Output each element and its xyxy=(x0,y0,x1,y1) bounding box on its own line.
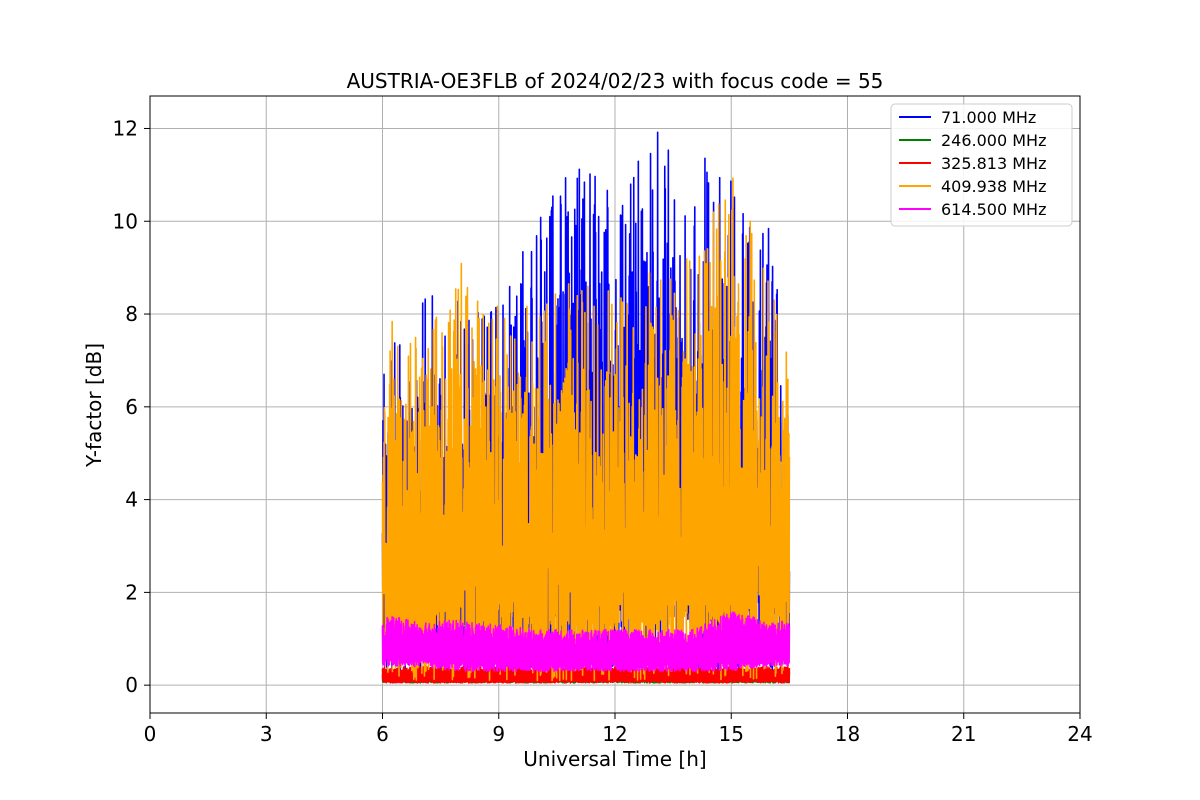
y-axis-label: Y-factor [dB] xyxy=(82,343,106,468)
y-tick-label: 2 xyxy=(125,580,138,604)
legend-entry: 325.813 MHz xyxy=(941,154,1046,173)
x-tick-label: 24 xyxy=(1067,722,1092,746)
x-tick-label: 18 xyxy=(835,722,860,746)
series-line xyxy=(381,611,791,673)
x-tick-label: 3 xyxy=(260,722,273,746)
x-tick-label: 12 xyxy=(602,722,627,746)
y-tick-label: 6 xyxy=(125,395,138,419)
legend-entry: 409.938 MHz xyxy=(941,177,1046,196)
series-line xyxy=(381,177,791,682)
legend: 71.000 MHz 246.000 MHz 325.813 MHz 409.9… xyxy=(890,103,1073,227)
chart-title: AUSTRIA-OE3FLB of 2024/02/23 with focus … xyxy=(347,69,884,93)
x-tick-label: 6 xyxy=(376,722,389,746)
x-tick-label: 9 xyxy=(492,722,505,746)
legend-entry: 71.000 MHz xyxy=(941,108,1036,127)
y-tick-label: 10 xyxy=(113,209,138,233)
y-tick-label: 8 xyxy=(125,302,138,326)
series-layer xyxy=(381,131,791,684)
x-tick-label: 15 xyxy=(719,722,744,746)
legend-entry: 614.500 MHz xyxy=(941,200,1046,219)
x-axis-label: Universal Time [h] xyxy=(523,747,706,771)
legend-entry: 246.000 MHz xyxy=(941,131,1046,150)
y-tick-label: 0 xyxy=(125,673,138,697)
y-tick-label: 4 xyxy=(125,488,138,512)
x-tick-label: 0 xyxy=(144,722,157,746)
x-tick-label: 21 xyxy=(951,722,976,746)
y-tick-label: 12 xyxy=(113,116,138,140)
legend-box xyxy=(890,103,1073,227)
